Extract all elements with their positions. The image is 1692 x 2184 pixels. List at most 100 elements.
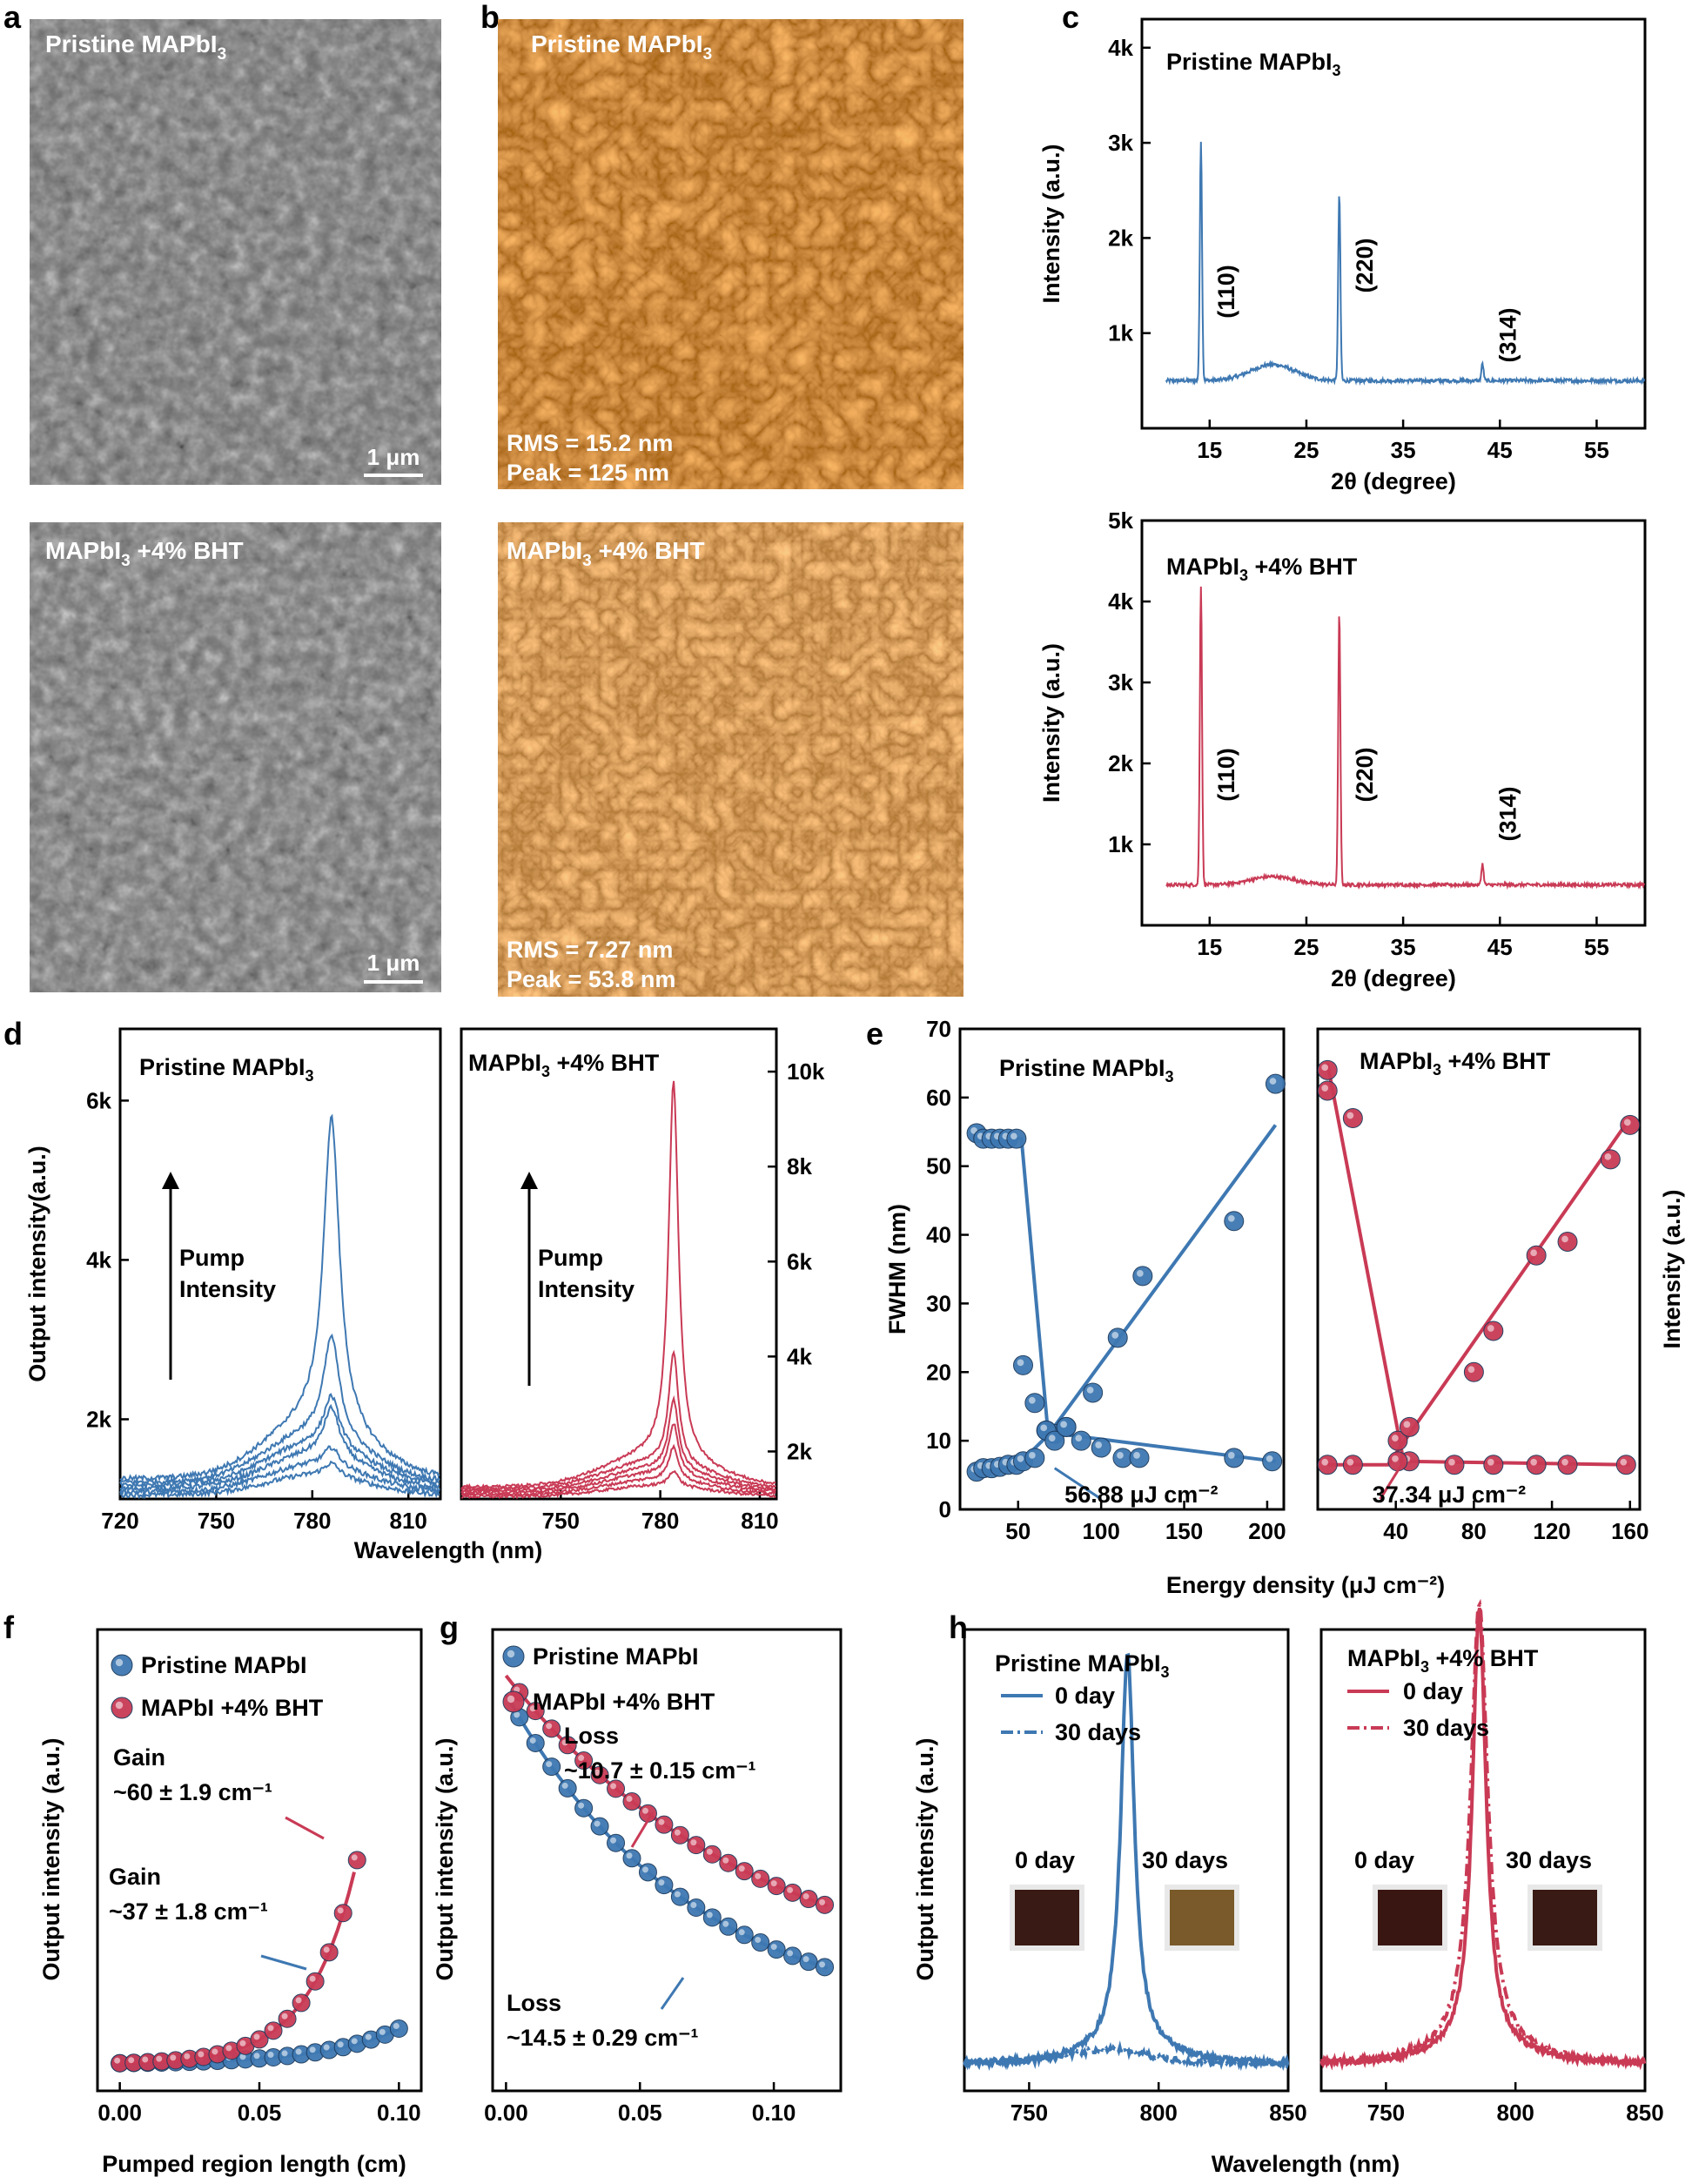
x-tick-label: 780 (641, 1508, 679, 1534)
data-point-highlight (337, 2041, 344, 2048)
x-tick-label: 0.00 (484, 2100, 528, 2126)
chart-title-main: Pristine MAPbI (999, 1055, 1165, 1081)
data-point-highlight (529, 1705, 536, 1712)
gain-value: ~60 ± 1.9 cm⁻¹ (113, 1779, 272, 1805)
xrd-chart-pristine: 15 25 35 45 55 1k 2k 3k 4k (110) (220) (314) Intensi… (1038, 17, 1647, 494)
data-point (1006, 1128, 1027, 1149)
spectrum-30-days (963, 2040, 1290, 2073)
data-point (1265, 1073, 1286, 1094)
data-point (719, 1853, 738, 1872)
panel-label-a: a (3, 0, 22, 35)
data-point-highlight (115, 1701, 124, 1710)
data-point (735, 1925, 754, 1945)
data-point-highlight (610, 1837, 617, 1844)
x-tick-label: 40 (1383, 1518, 1408, 1544)
data-point (1399, 1416, 1420, 1437)
pump-arrow-head (520, 1172, 538, 1189)
data-point (1024, 1448, 1045, 1468)
spectrum-trace (460, 1349, 777, 1492)
x-tick-label: 15 (1197, 437, 1222, 463)
data-point (1129, 1448, 1150, 1468)
plot-frame (1316, 1027, 1642, 1511)
x-tick-label: 0.05 (238, 2100, 282, 2126)
xrd-chart-bht: 15 25 35 45 55 1k 2k 3k 4k 5k (110) (220) (314) Inten… (1038, 507, 1647, 991)
loss-chart: 0.00 0.05 0.10 Output intensity (a.u.) Prist… (432, 1628, 843, 2126)
spectrum-trace (119, 1333, 441, 1487)
intensity-fit-line (976, 1124, 1278, 1474)
data-point (1526, 1245, 1547, 1266)
chart-title-sub: 3 (1333, 62, 1341, 79)
data-point (702, 1845, 722, 1864)
photo-label: 30 days (1506, 1847, 1592, 1873)
data-point-highlight (1048, 1435, 1056, 1441)
y-tick-label: 2k (787, 1438, 812, 1464)
data-point-highlight (1321, 1085, 1329, 1092)
data-point (1056, 1416, 1077, 1437)
peak-label: (220) (1352, 238, 1378, 292)
loss-arrow (660, 1977, 685, 2010)
threshold-label: 37.34 μJ cm⁻² (1373, 1482, 1526, 1508)
sem-image-bht: MAPbI3 +4% BHT 1 μm (30, 522, 441, 992)
data-point-highlight (267, 2025, 274, 2032)
data-point (622, 1792, 641, 1811)
data-point-highlight (546, 1723, 553, 1730)
pump-label: Pump (179, 1245, 245, 1271)
data-point-highlight (722, 1920, 729, 1927)
data-point-highlight (658, 1879, 665, 1886)
y-tick-label: 1k (1108, 831, 1133, 857)
y-tick-label: 2k (1108, 225, 1133, 251)
sem-image-pristine: Pristine MAPbI3 1 μm (30, 19, 441, 485)
x-tick-label: 15 (1197, 934, 1222, 960)
x-tick-label: 160 (1611, 1518, 1648, 1544)
afm-title-bht-sub: 3 (582, 552, 592, 570)
scale-bar-label: 1 μm (367, 950, 420, 976)
y-tick-label: 30 (926, 1290, 951, 1316)
data-point-highlight (770, 1880, 777, 1887)
y-tick-label: 10k (787, 1058, 825, 1085)
data-point-highlight (170, 2054, 177, 2061)
chart-title-sub: 3 (1165, 1068, 1174, 1085)
peak-label: (314) (1494, 307, 1521, 362)
afm-image-pristine: Pristine MAPbI3 RMS = 15.2 nm Peak = 125… (498, 19, 964, 489)
data-point-highlight (379, 2028, 386, 2035)
data-point (1083, 1382, 1104, 1403)
data-point-highlight (787, 1950, 794, 1957)
afm-title-pristine-sub: 3 (703, 45, 713, 64)
data-point (655, 1876, 674, 1895)
data-point-highlight (1010, 1132, 1017, 1140)
plot-frame (1140, 17, 1647, 430)
data-point-highlight (641, 1866, 648, 1873)
peak-label: (110) (1213, 748, 1239, 802)
chart-title: MAPbI3 +4% BHT (468, 1050, 660, 1080)
spectrum-0-day (963, 1652, 1290, 2071)
plot-frame (958, 1027, 1286, 1511)
data-point-highlight (323, 2044, 330, 2051)
data-point-highlight (1403, 1421, 1411, 1428)
threshold-arrow (1379, 1461, 1405, 1500)
data-point-highlight (819, 1961, 826, 1968)
fwhm-chart-pristine: 50 100 150 200 0 10 20 30 40 50 60 70 Pristine MAPbI… (884, 1016, 1286, 1544)
panel-label-f: f (3, 1609, 15, 1645)
data-point (542, 1757, 561, 1777)
data-point-highlight (1269, 1078, 1277, 1085)
legend-label: Pristine MAPbI (533, 1643, 699, 1670)
data-point-highlight (1321, 1064, 1329, 1072)
data-point (687, 1836, 706, 1855)
data-point-highlight (212, 2048, 218, 2055)
data-point-highlight (1392, 1455, 1399, 1462)
data-point (1012, 1354, 1033, 1375)
panel-label-g: g (440, 1609, 459, 1645)
plot-frame (460, 1027, 778, 1501)
chart-title: Pristine MAPbI3 (995, 1650, 1170, 1681)
data-point (1620, 1114, 1641, 1135)
data-point (278, 2009, 297, 2028)
data-point (607, 1833, 626, 1852)
data-point-highlight (738, 1865, 745, 1872)
x-tick-label: 750 (542, 1508, 580, 1534)
x-axis-label: Pumped region length (cm) (102, 2151, 406, 2177)
y-tick-label: 20 (926, 1359, 951, 1385)
data-point (1463, 1361, 1484, 1382)
data-point (622, 1849, 641, 1868)
